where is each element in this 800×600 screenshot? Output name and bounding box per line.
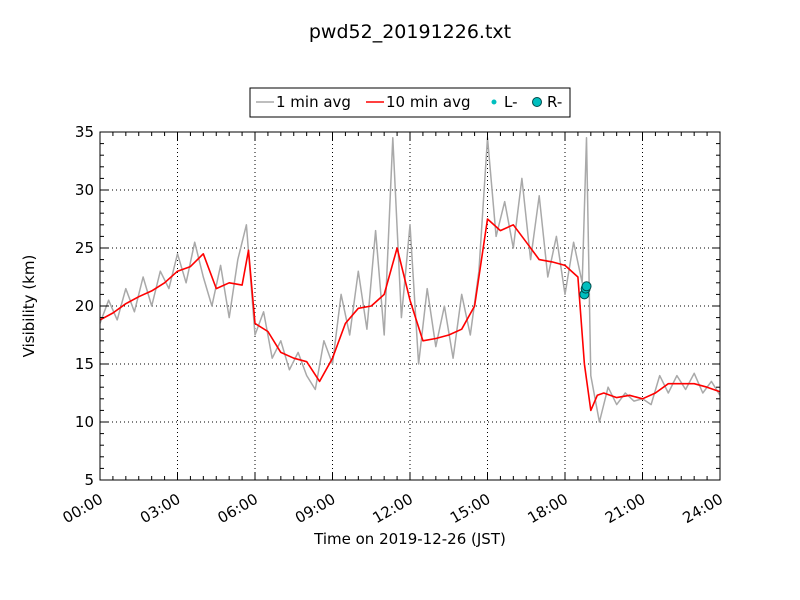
legend-marker-l (491, 99, 497, 105)
series-layer (99, 137, 721, 423)
y-tick-label: 10 (75, 413, 94, 431)
legend-label-10min: 10 min avg (386, 93, 471, 111)
series-1min-avg (99, 137, 721, 423)
legend-label-1min: 1 min avg (276, 93, 351, 111)
legend-marker-r (532, 97, 542, 107)
y-tick-label: 35 (75, 123, 94, 141)
legend: 1 min avg 10 min avg L- R- (249, 87, 571, 118)
y-tick-label: 15 (75, 355, 94, 373)
r-point (581, 281, 592, 292)
legend-box (249, 87, 571, 118)
legend-label-r: R- (547, 93, 562, 111)
series-10min-avg (99, 218, 721, 412)
y-tick-label: 20 (75, 297, 94, 315)
y-tick-label: 30 (75, 181, 94, 199)
chart-title: pwd52_20191226.txt (309, 21, 511, 43)
x-axis-title: Time on 2019-12-26 (JST) (313, 530, 506, 548)
y-axis-title: Visibility (km) (20, 255, 38, 358)
legend-label-l: L- (504, 93, 518, 111)
y-tick-label: 25 (75, 239, 94, 257)
y-tick-label: 5 (84, 471, 94, 489)
grid (100, 132, 720, 480)
